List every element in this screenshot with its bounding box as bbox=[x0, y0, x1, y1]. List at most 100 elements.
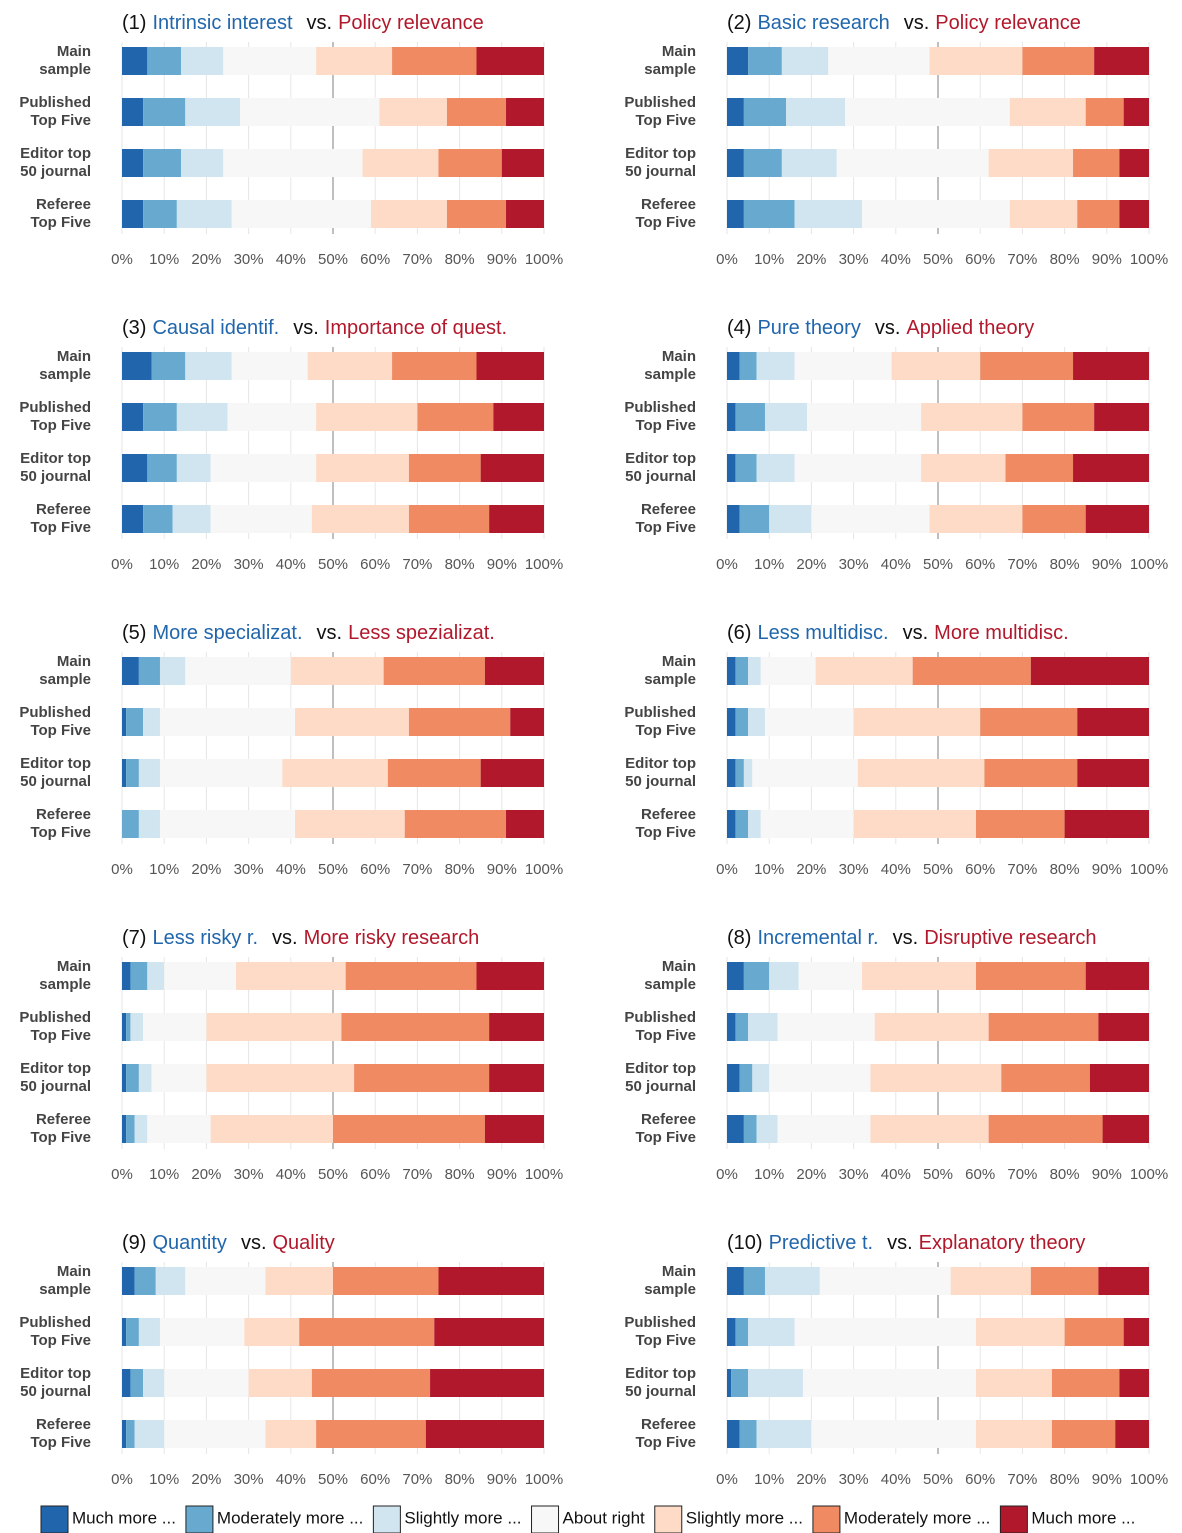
bar-segment bbox=[786, 98, 846, 126]
bar-segment bbox=[159, 657, 186, 685]
category-line: Main bbox=[57, 348, 91, 365]
category-line: sample bbox=[39, 61, 91, 78]
category-line: Top Five bbox=[30, 722, 91, 739]
x-tick-label: 0% bbox=[716, 556, 738, 573]
bar-segment bbox=[1098, 1013, 1149, 1041]
bar-segment bbox=[316, 403, 418, 431]
bar-segment bbox=[311, 505, 409, 533]
category-line: 50 journal bbox=[625, 163, 696, 180]
bar-segment bbox=[836, 149, 989, 177]
x-tick-label: 80% bbox=[1050, 251, 1080, 268]
bar-segment bbox=[739, 1420, 757, 1448]
bar-segment bbox=[735, 403, 765, 431]
bar-segment bbox=[756, 352, 795, 380]
bar-segment bbox=[727, 1267, 744, 1295]
category-line: 50 journal bbox=[20, 1383, 91, 1400]
x-tick-label: 60% bbox=[360, 556, 390, 573]
x-tick-label: 80% bbox=[445, 861, 475, 878]
bar-segment bbox=[159, 810, 296, 838]
category-label: Referee Top Five bbox=[30, 1416, 91, 1451]
bar-segment bbox=[143, 149, 182, 177]
bar-segment bbox=[122, 708, 127, 736]
x-tick-label: 70% bbox=[1007, 251, 1037, 268]
bar-segment bbox=[950, 1267, 1031, 1295]
bar-segment bbox=[743, 1267, 765, 1295]
x-tick-label: 10% bbox=[754, 1471, 784, 1488]
bar-segment bbox=[138, 1318, 160, 1346]
x-tick-label: 60% bbox=[360, 1471, 390, 1488]
title-right: More risky research bbox=[304, 927, 480, 949]
bar-segment bbox=[489, 1064, 544, 1092]
panel-title: (10) Predictive t. vs. Explanatory theory bbox=[727, 1232, 1085, 1254]
bar-segment bbox=[155, 1267, 186, 1295]
x-tick-label: 50% bbox=[923, 1471, 953, 1488]
category-line: Published bbox=[19, 704, 91, 721]
x-tick-label: 20% bbox=[796, 556, 826, 573]
category-label: Editor top 50 journal bbox=[20, 1060, 91, 1095]
bar-segment bbox=[383, 657, 485, 685]
bar-segment bbox=[1009, 98, 1086, 126]
bar-segment bbox=[1030, 1267, 1099, 1295]
bar-segment bbox=[122, 1420, 127, 1448]
bar-segment bbox=[480, 454, 544, 482]
category-line: 50 journal bbox=[625, 1383, 696, 1400]
category-line: Editor top bbox=[20, 450, 91, 467]
x-tick-label: 30% bbox=[839, 1471, 869, 1488]
x-tick-label: 40% bbox=[276, 1166, 306, 1183]
x-tick-label: 90% bbox=[487, 1471, 517, 1488]
bar-segment bbox=[446, 98, 507, 126]
bar-segment bbox=[727, 810, 736, 838]
category-label: Main sample bbox=[39, 1263, 91, 1298]
bar-segment bbox=[1094, 403, 1149, 431]
x-tick-label: 40% bbox=[881, 1166, 911, 1183]
x-tick-label: 50% bbox=[923, 556, 953, 573]
bar-segment bbox=[748, 657, 761, 685]
bar-segment bbox=[781, 47, 829, 75]
bar-segment bbox=[345, 962, 477, 990]
bar-segment bbox=[760, 810, 854, 838]
category-label: Editor top 50 journal bbox=[625, 450, 696, 485]
category-line: 50 journal bbox=[625, 773, 696, 790]
bar-segment bbox=[122, 403, 144, 431]
category-label: Referee Top Five bbox=[635, 1111, 696, 1146]
x-tick-label: 0% bbox=[716, 1471, 738, 1488]
category-line: sample bbox=[39, 1281, 91, 1298]
category-label: Referee Top Five bbox=[30, 806, 91, 841]
category-label: Main sample bbox=[39, 958, 91, 993]
category-line: Referee bbox=[36, 1416, 91, 1433]
category-line: 50 journal bbox=[625, 468, 696, 485]
title-left: Intrinsic interest bbox=[152, 12, 292, 34]
category-line: Editor top bbox=[625, 755, 696, 772]
category-line: Published bbox=[624, 1009, 696, 1026]
x-tick-label: 60% bbox=[965, 861, 995, 878]
category-line: Published bbox=[624, 94, 696, 111]
category-line: Referee bbox=[641, 1416, 696, 1433]
bar-segment bbox=[1073, 454, 1149, 482]
x-tick-label: 10% bbox=[754, 556, 784, 573]
bar-segment bbox=[185, 1267, 266, 1295]
category-line: Top Five bbox=[635, 1027, 696, 1044]
bar-segment bbox=[764, 403, 808, 431]
bar-segment bbox=[748, 1013, 778, 1041]
bar-segment bbox=[408, 708, 511, 736]
bar-segment bbox=[980, 708, 1078, 736]
bar-segment bbox=[794, 352, 892, 380]
x-tick-label: 100% bbox=[1130, 1166, 1168, 1183]
x-tick-label: 90% bbox=[1092, 1166, 1122, 1183]
category-label: Published Top Five bbox=[19, 1009, 91, 1044]
bar-segment bbox=[769, 962, 799, 990]
x-tick-label: 90% bbox=[487, 251, 517, 268]
title-right: Importance of quest. bbox=[325, 317, 507, 339]
category-label: Published Top Five bbox=[19, 94, 91, 129]
category-line: 50 journal bbox=[625, 1078, 696, 1095]
bar-segment bbox=[143, 1013, 207, 1041]
bar-segment bbox=[484, 657, 544, 685]
category-label: Referee Top Five bbox=[635, 1416, 696, 1451]
category-label: Published Top Five bbox=[624, 94, 696, 129]
category-label: Published Top Five bbox=[19, 704, 91, 739]
bar-segment bbox=[748, 708, 765, 736]
bar-segment bbox=[126, 708, 144, 736]
legend-swatch bbox=[999, 1505, 1028, 1533]
category-line: Published bbox=[624, 704, 696, 721]
bar-segment bbox=[975, 1420, 1052, 1448]
